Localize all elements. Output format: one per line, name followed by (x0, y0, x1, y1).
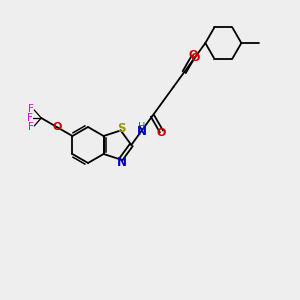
Text: F: F (28, 122, 34, 132)
Text: S: S (118, 122, 126, 135)
Text: O: O (188, 50, 198, 60)
Text: H: H (138, 122, 146, 132)
Text: N: N (117, 156, 127, 169)
Text: N: N (137, 125, 147, 138)
Text: F: F (27, 113, 33, 123)
Text: F: F (28, 104, 34, 114)
Text: O: O (190, 52, 200, 63)
Text: O: O (157, 128, 166, 139)
Text: O: O (52, 122, 62, 132)
